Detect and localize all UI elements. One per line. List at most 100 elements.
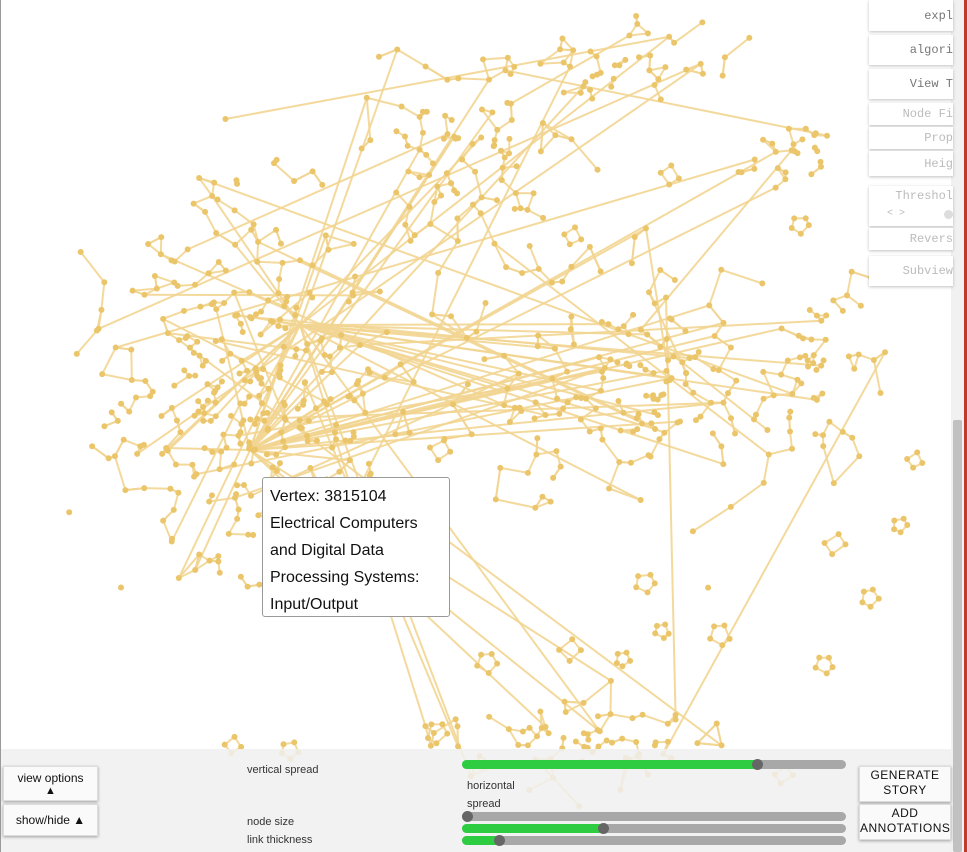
graph-node[interactable] <box>488 651 495 658</box>
graph-node[interactable] <box>857 302 864 309</box>
graph-node[interactable] <box>416 174 423 181</box>
graph-node[interactable] <box>481 356 488 363</box>
graph-node[interactable] <box>581 743 588 750</box>
graph-node[interactable] <box>273 451 280 458</box>
graph-node[interactable] <box>255 512 262 519</box>
graph-node[interactable] <box>270 160 277 167</box>
graph-node[interactable] <box>253 311 260 318</box>
graph-node[interactable] <box>802 352 809 359</box>
graph-node[interactable] <box>191 473 198 480</box>
graph-node[interactable] <box>292 353 299 360</box>
graph-node[interactable] <box>615 326 622 333</box>
graph-node[interactable] <box>482 300 489 307</box>
graph-node[interactable] <box>760 479 767 486</box>
graph-node[interactable] <box>231 289 238 296</box>
graph-node[interactable] <box>823 670 830 677</box>
graph-node[interactable] <box>692 354 699 361</box>
graph-node[interactable] <box>237 440 244 447</box>
graph-node[interactable] <box>463 334 470 341</box>
graph-node[interactable] <box>186 372 193 379</box>
graph-node[interactable] <box>720 461 727 468</box>
graph-node[interactable] <box>151 272 158 279</box>
graph-node[interactable] <box>658 392 665 399</box>
graph-node[interactable] <box>132 394 139 401</box>
graph-node[interactable] <box>904 456 911 463</box>
graph-node[interactable] <box>350 433 357 440</box>
graph-node[interactable] <box>301 379 308 386</box>
graph-node[interactable] <box>304 432 311 439</box>
graph-node[interactable] <box>283 298 290 305</box>
graph-node[interactable] <box>497 464 504 471</box>
graph-node[interactable] <box>223 444 230 451</box>
graph-node[interactable] <box>248 226 255 233</box>
graph-node[interactable] <box>694 740 701 747</box>
graph-node[interactable] <box>561 698 568 705</box>
graph-node[interactable] <box>346 392 353 399</box>
graph-node[interactable] <box>108 409 115 416</box>
graph-node[interactable] <box>269 464 276 471</box>
graph-node[interactable] <box>258 375 265 382</box>
graph-node[interactable] <box>818 317 825 324</box>
graph-node[interactable] <box>769 140 776 147</box>
graph-node[interactable] <box>626 363 633 370</box>
graph-node[interactable] <box>535 332 542 339</box>
graph-node[interactable] <box>250 221 257 228</box>
graph-node[interactable] <box>897 529 904 536</box>
graph-node[interactable] <box>821 540 828 547</box>
property-button[interactable]: Prop <box>869 127 953 149</box>
graph-node[interactable] <box>304 438 311 445</box>
graph-node[interactable] <box>401 133 408 140</box>
graph-node[interactable] <box>533 451 540 458</box>
graph-node[interactable] <box>215 258 222 265</box>
link-thickness-slider[interactable] <box>462 835 846 846</box>
graph-node[interactable] <box>572 738 579 745</box>
graph-node[interactable] <box>577 416 584 423</box>
graph-node[interactable] <box>164 447 171 454</box>
graph-node[interactable] <box>799 136 806 143</box>
graph-node[interactable] <box>306 289 313 296</box>
graph-node[interactable] <box>73 350 80 357</box>
graph-node[interactable] <box>810 360 817 367</box>
graph-node[interactable] <box>478 651 485 658</box>
graph-node[interactable] <box>540 214 547 221</box>
graph-node[interactable] <box>629 715 636 722</box>
graph-node[interactable] <box>791 215 798 222</box>
graph-node[interactable] <box>823 312 830 319</box>
graph-node[interactable] <box>186 344 193 351</box>
graph-node[interactable] <box>752 411 759 418</box>
graph-node[interactable] <box>433 740 440 747</box>
graph-node[interactable] <box>628 260 635 267</box>
graph-node[interactable] <box>258 308 265 315</box>
graph-node[interactable] <box>820 432 827 439</box>
graph-node[interactable] <box>808 171 815 178</box>
graph-node[interactable] <box>810 352 817 359</box>
graph-node[interactable] <box>293 304 300 311</box>
graph-node[interactable] <box>209 192 216 199</box>
graph-node[interactable] <box>642 366 649 373</box>
graph-node[interactable] <box>435 457 442 464</box>
graph-node[interactable] <box>393 128 400 135</box>
graph-node[interactable] <box>153 285 160 292</box>
graph-node[interactable] <box>241 400 248 407</box>
graph-node[interactable] <box>189 461 196 468</box>
graph-node[interactable] <box>812 130 819 137</box>
graph-node[interactable] <box>260 366 267 373</box>
graph-node[interactable] <box>818 362 825 369</box>
threshold-arrows[interactable]: < > <box>886 208 905 220</box>
graph-node[interactable] <box>158 234 165 241</box>
graph-node[interactable] <box>789 445 796 452</box>
graph-node[interactable] <box>633 739 640 746</box>
graph-node[interactable] <box>200 404 207 411</box>
graph-node[interactable] <box>597 425 604 432</box>
graph-node[interactable] <box>626 32 633 39</box>
graph-node[interactable] <box>346 457 353 464</box>
graph-node[interactable] <box>117 584 124 591</box>
graph-node[interactable] <box>425 734 432 741</box>
graph-node[interactable] <box>654 412 661 419</box>
graph-node[interactable] <box>168 257 175 264</box>
graph-node[interactable] <box>671 277 678 284</box>
graph-node[interactable] <box>141 485 148 492</box>
graph-node[interactable] <box>158 412 165 419</box>
graph-node[interactable] <box>231 207 238 214</box>
graph-node[interactable] <box>721 622 728 629</box>
